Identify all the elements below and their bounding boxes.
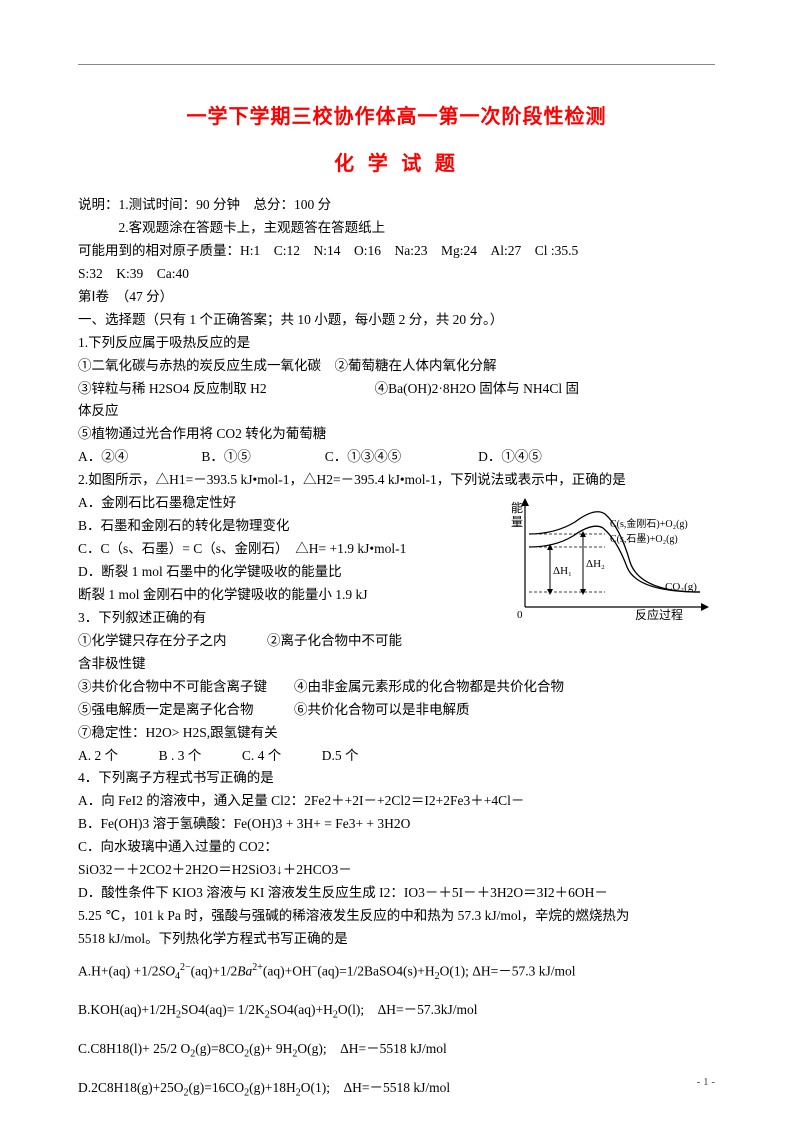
q2-B: B．石墨和金刚石的转化是物理变化	[78, 515, 478, 538]
body: 说明：1.测试时间：90 分钟 总分：100 分 2.客观题涂在答题卡上，主观题…	[78, 194, 715, 1101]
q5-A-mid2: (aq)+1/2	[191, 963, 238, 978]
q4-stem: 4．下列离子方程式书写正确的是	[78, 767, 715, 790]
q5-D-mid2: (g)+18H	[249, 1080, 296, 1095]
q5-C-pre: C.C8H18(l)+ 25/2 O	[78, 1041, 190, 1056]
q1-C: C．①③④⑤	[325, 446, 475, 469]
choice-header: 一、选择题（只有 1 个正确答案；共 10 小题，每小题 2 分，共 20 分。…	[78, 309, 715, 332]
exam-title-1: 一学下学期三校协作体高一第一次阶段性检测	[78, 100, 715, 129]
dh1: ΔH₁	[553, 565, 572, 577]
q2-D: D．断裂 1 mol 石墨中的化学键吸收的能量比	[78, 561, 478, 584]
q5-D: D.2C8H18(g)+25O2(g)=16CO2(g)+18H2O(1); Δ…	[78, 1077, 715, 1102]
q5-B-dh: H=－57.3kJ/mol	[386, 1002, 477, 1017]
q5-C-mid: (g)=8CO	[195, 1041, 244, 1056]
q2-D2: 断裂 1 mol 金刚石中的化学键吸收的能量小 1.9 kJ	[78, 584, 478, 607]
q5-stem2: 5518 kJ/mol。下列热化学方程式书写正确的是	[78, 928, 715, 951]
q3-o7: ⑦稳定性：H2O> H2S,跟氢键有关	[78, 722, 715, 745]
energy-diagram: 能 量 0 反应过程 ΔH₁ ΔH₂ C(s,金刚石)+O₂(g) C(s,石	[505, 492, 715, 622]
q4-C2: SiO32－＋2CO2＋2H2O＝H2SiO3↓＋2HCO3－	[78, 859, 715, 882]
q5-A-post2: (aq)=1/2BaSO4(s)+H	[317, 963, 434, 978]
q2-C: C．C（s、石墨）= C（s、金刚石） △H= +1.9 kJ•mol-1	[78, 538, 478, 561]
q1-line1: ①二氧化碳与赤热的炭反应生成一氧化碳 ②葡萄糖在人体内氧化分解	[78, 355, 715, 378]
instructions-1: 说明：1.测试时间：90 分钟 总分：100 分	[78, 194, 715, 217]
curve2: C(s,石墨)+O₂(g)	[610, 533, 678, 545]
q5-A-post3: O(1);	[440, 963, 469, 978]
q5-A-so: SO	[158, 963, 175, 978]
header-rule	[78, 64, 715, 65]
q5-A-dh: H=－57.3 kJ/mol	[481, 963, 576, 978]
part1-label: 第Ⅰ卷 （47 分）	[78, 286, 715, 309]
sup2p: 2+	[252, 962, 263, 973]
q2-A: A．金刚石比石墨稳定性好	[78, 492, 478, 515]
q5-D-mid: (g)=16CO	[188, 1080, 244, 1095]
q3-choices: A. 2 个 B . 3 个 C. 4 个 D.5 个	[78, 745, 715, 768]
q5-B: B.KOH(aq)+1/2H2SO4(aq)= 1/2K2SO4(aq)+H2O…	[78, 999, 715, 1024]
q1-line5: ⑤植物通过光合作用将 CO2 转化为葡萄糖	[78, 423, 715, 446]
q5-A-post: (aq)+OH	[263, 963, 312, 978]
origin: 0	[517, 609, 523, 621]
page-number: - 1 -	[697, 1076, 715, 1088]
q5-B-mid: SO4(aq)= 1/2K	[181, 1002, 265, 1017]
sup2m: 2−	[180, 962, 191, 973]
xlabel: 反应过程	[635, 607, 683, 622]
q1-line3b: 体反应	[78, 400, 715, 423]
q3-o1b: 含非极性键	[78, 653, 715, 676]
q5-A-pre: A.H+(aq) +1/2	[78, 963, 158, 978]
q3-o3: ③共价化合物中不可能含离子键 ④由非金属元素形成的化合物都是共价化合物	[78, 676, 715, 699]
q5-A: A.H+(aq) +1/2SO42−(aq)+1/2Ba2+(aq)+OH−(a…	[78, 959, 715, 985]
q5-B-post: O(l);	[338, 1002, 378, 1017]
prod: CO₂(g)	[665, 581, 697, 593]
atomic-masses: 可能用到的相对原子质量：H:1 C:12 N:14 O:16 Na:23 Mg:…	[78, 240, 715, 263]
atomic-masses-2: S:32 K:39 Ca:40	[78, 263, 715, 286]
q1-A: A．②④	[78, 446, 198, 469]
q5-C: C.C8H18(l)+ 25/2 O2(g)=8CO2(g)+ 9H2O(g);…	[78, 1038, 715, 1063]
q3-o1: ①化学键只存在分子之内 ②离子化合物中不可能	[78, 630, 478, 653]
q3-o5: ⑤强电解质一定是离子化合物 ⑥共价化合物可以是非电解质	[78, 699, 715, 722]
q5-B-mid2: SO4(aq)+H	[270, 1002, 333, 1017]
q5-B-pre: B.KOH(aq)+1/2H	[78, 1002, 176, 1017]
q1-stem: 1.下列反应属于吸热反应的是	[78, 332, 715, 355]
q5-A-ba: Ba	[237, 963, 252, 978]
ylabel2: 量	[511, 515, 523, 529]
q5-D-pre: D.2C8H18(g)+25O	[78, 1080, 183, 1095]
q5-stem: 5.25 ℃，101 k Pa 时，强酸与强碱的稀溶液发生反应的中和热为 57.…	[78, 905, 715, 928]
q1-choices: A．②④ B．①⑤ C．①③④⑤ D．①④⑤	[78, 446, 715, 469]
q5-C-mid2: (g)+ 9H	[249, 1041, 292, 1056]
curve1: C(s,金刚石)+O₂(g)	[610, 517, 688, 530]
q5-C-dh: H=－5518 kJ/mol	[349, 1041, 447, 1056]
energy-diagram-svg: 能 量 0 反应过程 ΔH₁ ΔH₂ C(s,金刚石)+O₂(g) C(s,石	[505, 492, 715, 622]
q4-B: B．Fe(OH)3 溶于氢碘酸：Fe(OH)3 + 3H+ = Fe3+ + 3…	[78, 813, 715, 836]
instructions-2: 2.客观题涂在答题卡上，主观题答在答题纸上	[78, 217, 715, 240]
q5-D-post: O(1);	[301, 1080, 344, 1095]
q2-stem: 2.如图所示，△H1=－393.5 kJ•mol-1，△H2=－395.4 kJ…	[78, 469, 715, 492]
ylabel1: 能	[511, 501, 523, 515]
q1-line3: ③锌粒与稀 H2SO4 反应制取 H2 ④Ba(OH)2·8H2O 固体与 NH…	[78, 378, 715, 401]
q1-B: B．①⑤	[201, 446, 321, 469]
q5-D-dh: H=－5518 kJ/mol	[352, 1080, 450, 1095]
q4-A: A．向 FeI2 的溶液中，通入足量 Cl2：2Fe2＋+2I－+2Cl2＝I2…	[78, 790, 715, 813]
q4-C: C．向水玻璃中通入过量的 CO2：	[78, 836, 715, 859]
exam-title-2: 化 学 试 题	[78, 147, 715, 176]
q1-D: D．①④⑤	[478, 446, 542, 469]
dh2: ΔH₂	[586, 558, 605, 570]
page: 一学下学期三校协作体高一第一次阶段性检测 化 学 试 题 说明：1.测试时间：9…	[0, 0, 793, 1122]
q5-C-post: O(g);	[297, 1041, 340, 1056]
q4-D: D．酸性条件下 KIO3 溶液与 KI 溶液发生反应生成 I2：IO3－＋5I－…	[78, 882, 715, 905]
